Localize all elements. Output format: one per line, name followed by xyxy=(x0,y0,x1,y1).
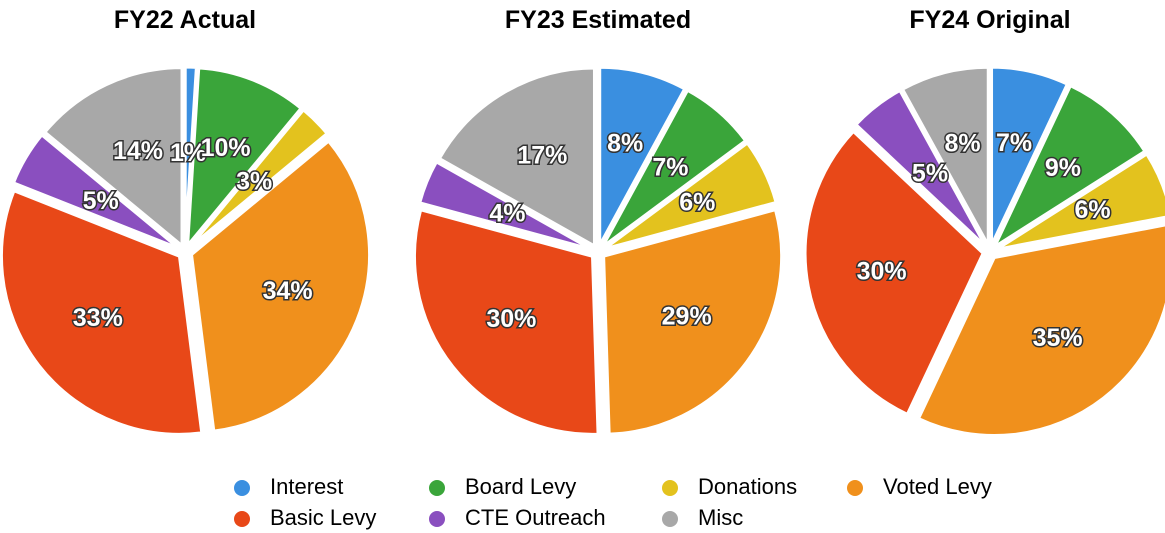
pie-slice xyxy=(0,188,204,436)
data-label: 14% xyxy=(113,137,163,165)
data-label: 34% xyxy=(263,277,313,305)
data-label: 30% xyxy=(486,305,536,333)
legend-swatch xyxy=(662,480,678,496)
chart-title: FY22 Actual xyxy=(114,6,256,34)
pie-slice xyxy=(900,65,990,246)
pie-slice xyxy=(916,223,1165,438)
legend-swatch xyxy=(662,511,678,527)
pie-slice xyxy=(803,129,985,417)
data-label: 7% xyxy=(996,129,1032,157)
legend-label: Donations xyxy=(698,474,797,499)
pie-slice xyxy=(603,140,778,251)
data-label: 5% xyxy=(912,159,948,187)
data-label: 3% xyxy=(236,167,272,195)
pie-slice xyxy=(991,83,1147,251)
chart-title: FY23 Estimated xyxy=(505,6,691,34)
data-label: 6% xyxy=(679,189,715,217)
legend-swatch xyxy=(429,480,445,496)
data-label: 9% xyxy=(1045,154,1081,182)
pie-slice xyxy=(995,151,1165,251)
pie-slice xyxy=(853,88,988,248)
data-label: 7% xyxy=(652,153,688,181)
data-label: 17% xyxy=(517,141,567,169)
data-label: 4% xyxy=(489,199,525,227)
legend-label: Interest xyxy=(270,474,343,499)
pie-slice xyxy=(11,132,180,250)
pie-slice xyxy=(188,107,330,249)
legend-swatch xyxy=(847,480,863,496)
pie-slice xyxy=(602,207,784,436)
data-label: 8% xyxy=(944,130,980,158)
legend-swatch xyxy=(234,480,250,496)
data-label: 33% xyxy=(73,304,123,332)
pie-slice xyxy=(183,65,198,246)
data-label: 29% xyxy=(662,302,712,330)
pie-slice xyxy=(42,66,184,249)
legend-label: Board Levy xyxy=(465,474,576,499)
pie-slice xyxy=(185,66,304,251)
data-label: 5% xyxy=(83,187,119,215)
chart-title: FY24 Original xyxy=(909,6,1070,34)
pie-slice xyxy=(598,65,687,246)
legend-swatch xyxy=(234,511,250,527)
data-label: 1% xyxy=(170,139,206,167)
data-label: 10% xyxy=(201,134,251,162)
data-label: 6% xyxy=(1075,196,1111,224)
legend-label: Misc xyxy=(698,505,743,530)
pie-slice xyxy=(990,65,1070,246)
data-label: 35% xyxy=(1033,324,1083,352)
pie-slice xyxy=(437,66,596,249)
data-label: 30% xyxy=(857,257,907,285)
pie-slice xyxy=(189,139,371,433)
pie-slice xyxy=(413,207,600,436)
legend-label: CTE Outreach xyxy=(465,505,606,530)
legend-swatch xyxy=(429,511,445,527)
legend-label: Basic Levy xyxy=(270,505,376,530)
pie-slice xyxy=(601,88,748,248)
pie-slice xyxy=(417,159,593,251)
legend-label: Voted Levy xyxy=(883,474,992,499)
data-label: 8% xyxy=(607,130,643,158)
